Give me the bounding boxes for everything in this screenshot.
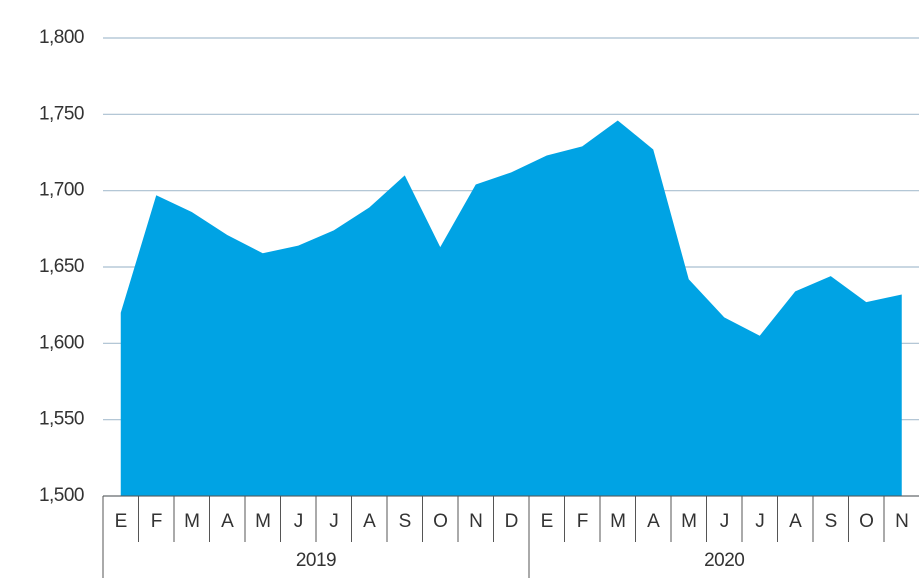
x-tick-label: E — [541, 511, 553, 532]
x-tick-label: O — [859, 511, 873, 532]
x-tick-label: N — [895, 511, 908, 532]
x-tick-label: M — [610, 511, 625, 532]
y-tick-label: 1,550 — [39, 409, 84, 430]
x-tick-label: J — [294, 511, 303, 532]
year-label: 2019 — [296, 550, 336, 571]
y-tick-label: 1,600 — [39, 332, 84, 353]
x-tick-label: A — [363, 511, 376, 532]
y-tick-label: 1,500 — [39, 485, 84, 506]
x-tick-label: J — [329, 511, 338, 532]
x-tick-label: A — [647, 511, 660, 532]
year-label: 2020 — [704, 550, 744, 571]
area — [120, 120, 902, 496]
y-tick-label: 1,750 — [39, 103, 84, 124]
x-tick-label: A — [221, 511, 234, 532]
x-tick-label: A — [789, 511, 802, 532]
x-tick-label: J — [720, 511, 729, 532]
x-tick-label: M — [681, 511, 696, 532]
x-tick-label: F — [151, 511, 162, 532]
x-tick-label: J — [755, 511, 764, 532]
x-tick-label: S — [399, 511, 411, 532]
x-tick-label: M — [255, 511, 270, 532]
y-tick-label: 1,700 — [39, 180, 84, 201]
x-tick-label: F — [577, 511, 588, 532]
x-tick-label: M — [184, 511, 199, 532]
x-tick-label: S — [825, 511, 837, 532]
x-tick-label: N — [469, 511, 482, 532]
x-tick-label: O — [433, 511, 447, 532]
x-tick-label: E — [115, 511, 127, 532]
x-tick-label: D — [505, 511, 518, 532]
y-tick-label: 1,650 — [39, 256, 84, 277]
y-tick-label: 1,800 — [39, 27, 84, 48]
